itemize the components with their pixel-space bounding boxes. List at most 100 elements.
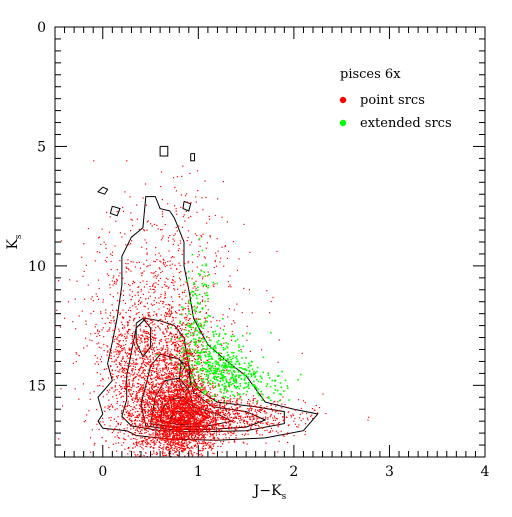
data-point bbox=[208, 397, 211, 399]
data-point bbox=[157, 424, 159, 426]
data-point bbox=[188, 435, 190, 438]
data-point bbox=[131, 393, 133, 395]
data-point bbox=[200, 382, 202, 384]
data-point bbox=[178, 309, 180, 311]
data-point bbox=[163, 415, 165, 417]
data-point bbox=[191, 430, 193, 432]
data-point bbox=[194, 349, 197, 351]
data-point bbox=[205, 443, 207, 445]
data-point bbox=[120, 365, 122, 367]
data-point bbox=[137, 354, 139, 356]
data-point bbox=[205, 427, 207, 429]
data-point bbox=[178, 372, 180, 374]
data-point bbox=[205, 394, 207, 396]
data-point bbox=[195, 409, 197, 411]
data-point bbox=[123, 360, 126, 362]
data-point bbox=[112, 373, 114, 375]
data-point bbox=[161, 404, 163, 406]
data-point bbox=[264, 412, 266, 414]
data-point bbox=[240, 396, 242, 398]
data-point bbox=[287, 406, 289, 409]
data-point bbox=[196, 418, 198, 420]
data-point bbox=[179, 436, 181, 438]
data-point bbox=[205, 305, 207, 307]
data-point bbox=[180, 425, 182, 427]
data-point bbox=[114, 428, 116, 430]
data-point bbox=[107, 377, 110, 379]
data-point bbox=[139, 424, 141, 426]
data-point bbox=[176, 438, 178, 440]
data-point bbox=[205, 413, 207, 415]
data-point bbox=[197, 344, 199, 346]
data-point bbox=[184, 414, 187, 416]
data-point bbox=[182, 451, 184, 453]
data-point bbox=[139, 430, 141, 432]
data-point bbox=[152, 447, 154, 449]
data-point bbox=[165, 429, 167, 432]
data-point bbox=[166, 411, 168, 413]
data-point bbox=[260, 408, 262, 410]
data-point bbox=[135, 455, 137, 457]
data-point bbox=[182, 375, 184, 377]
data-point bbox=[175, 427, 177, 429]
data-point bbox=[187, 420, 189, 422]
data-point bbox=[185, 369, 187, 371]
data-point bbox=[161, 424, 163, 426]
data-point bbox=[153, 406, 155, 409]
data-point bbox=[175, 421, 177, 423]
data-point bbox=[125, 383, 127, 385]
data-point bbox=[172, 367, 174, 369]
data-point bbox=[202, 369, 204, 372]
data-point bbox=[187, 405, 189, 408]
data-point bbox=[151, 327, 153, 329]
data-point bbox=[189, 427, 191, 429]
data-point bbox=[188, 438, 191, 440]
data-point bbox=[131, 380, 133, 382]
data-point bbox=[176, 328, 178, 331]
data-point bbox=[220, 441, 222, 443]
data-point bbox=[130, 425, 132, 427]
data-point bbox=[182, 428, 184, 430]
data-point bbox=[154, 323, 156, 325]
data-point bbox=[186, 402, 189, 404]
data-point bbox=[229, 399, 231, 401]
data-point bbox=[218, 438, 220, 440]
data-point bbox=[165, 351, 167, 353]
data-point bbox=[183, 434, 185, 436]
data-point bbox=[164, 403, 166, 405]
data-point bbox=[166, 413, 169, 415]
data-point bbox=[121, 395, 123, 397]
data-point bbox=[107, 391, 110, 393]
data-point bbox=[156, 439, 158, 441]
data-point bbox=[242, 441, 244, 443]
data-point bbox=[163, 431, 165, 433]
data-point bbox=[122, 395, 124, 397]
data-point bbox=[216, 422, 218, 425]
data-point bbox=[102, 421, 104, 423]
data-point bbox=[136, 397, 138, 399]
data-point bbox=[131, 371, 133, 373]
data-point bbox=[202, 429, 204, 431]
data-point bbox=[189, 352, 191, 354]
data-point bbox=[133, 426, 135, 428]
data-point bbox=[198, 431, 200, 433]
data-point bbox=[256, 429, 258, 431]
data-point bbox=[173, 413, 176, 415]
data-point bbox=[181, 427, 183, 429]
data-point bbox=[168, 341, 170, 343]
data-point bbox=[116, 375, 118, 377]
data-point bbox=[220, 411, 222, 413]
data-point bbox=[188, 427, 190, 430]
data-point bbox=[205, 417, 207, 419]
data-point bbox=[134, 349, 136, 351]
data-point bbox=[105, 440, 107, 442]
data-point bbox=[175, 437, 177, 439]
data-point bbox=[157, 370, 159, 372]
data-point bbox=[168, 421, 170, 423]
data-point bbox=[241, 433, 243, 436]
data-point bbox=[221, 417, 223, 419]
data-point bbox=[208, 416, 210, 418]
data-point bbox=[170, 357, 172, 359]
data-point bbox=[186, 368, 188, 370]
data-point bbox=[203, 442, 205, 444]
